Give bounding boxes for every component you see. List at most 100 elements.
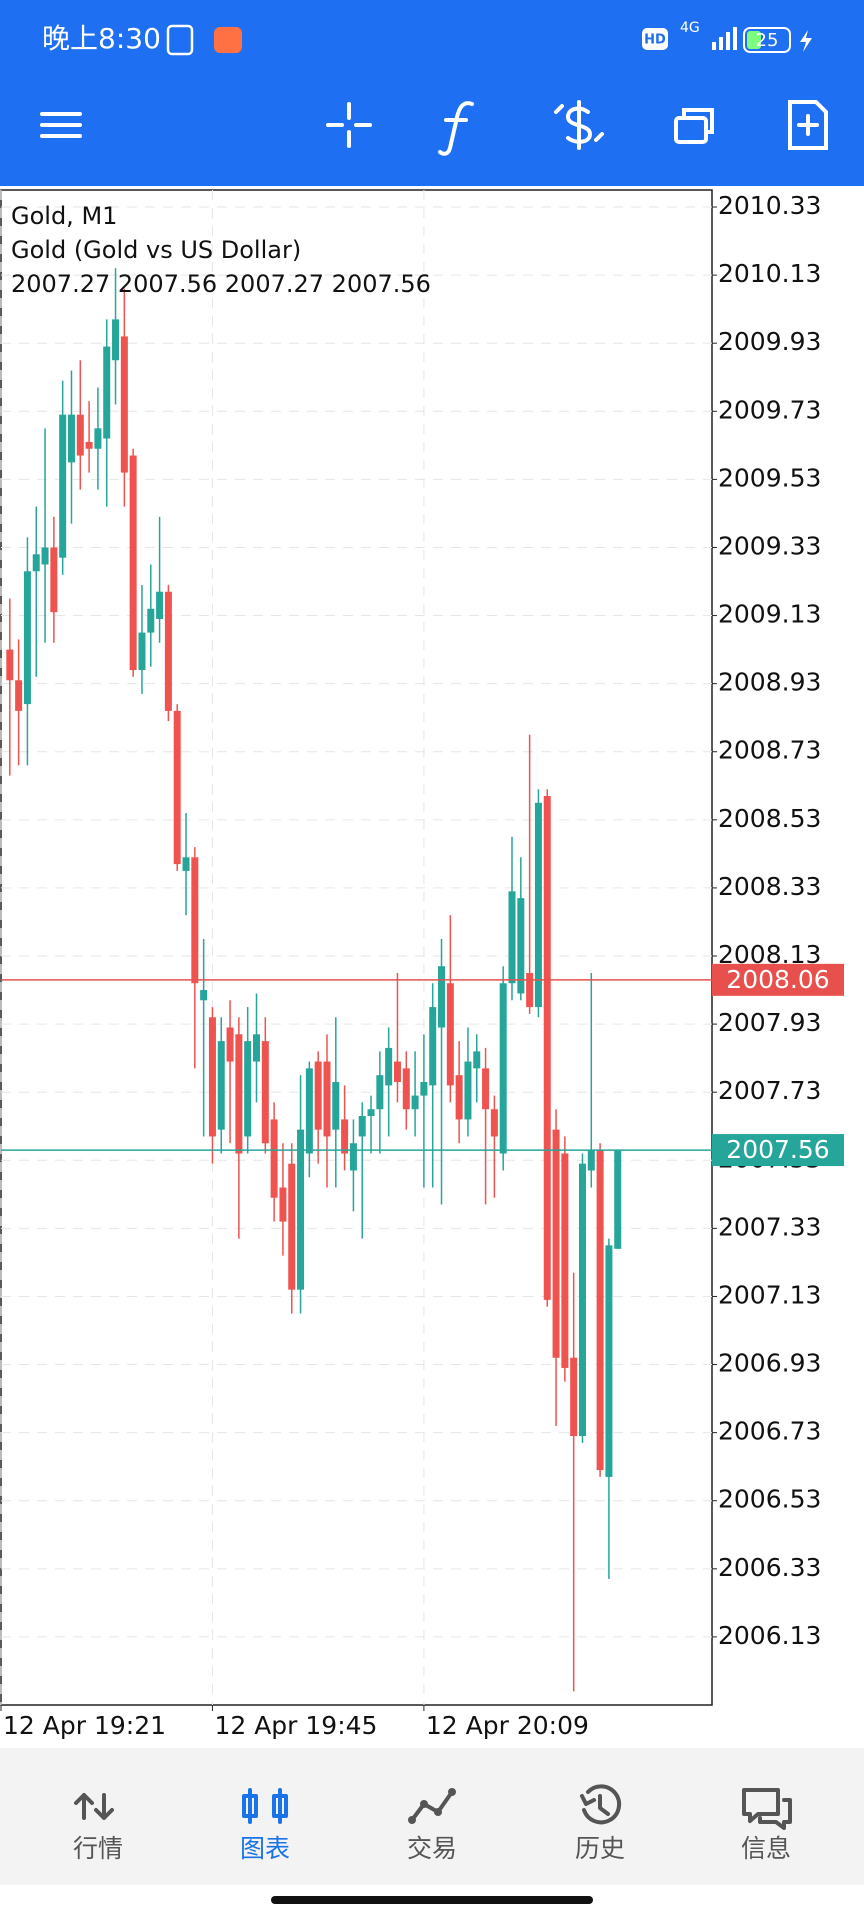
ohlc-close: 2007.56 xyxy=(332,270,431,298)
candle-body xyxy=(253,1034,261,1062)
grid xyxy=(0,190,712,1705)
nav-item[interactable]: 图表 xyxy=(240,1788,290,1863)
y-tick-label: 2006.53 xyxy=(718,1485,821,1514)
candle-body xyxy=(200,990,208,1001)
nav-icon xyxy=(742,1788,792,1830)
candle-body xyxy=(490,1109,498,1137)
candle-body xyxy=(112,319,120,361)
candle-body xyxy=(208,1017,216,1137)
candles xyxy=(6,268,622,1692)
x-tick-label: 12 Apr 19:45 xyxy=(214,1711,377,1740)
chart-subtitle: Gold (Gold vs US Dollar) xyxy=(11,236,301,264)
home-indicator xyxy=(271,1896,593,1904)
battery-level xyxy=(747,31,761,49)
candle-body xyxy=(244,1041,252,1137)
candle-body xyxy=(32,554,40,572)
ohlc-open: 2007.27 xyxy=(11,270,110,298)
nav-label: 信息 xyxy=(741,1834,791,1863)
candle-body xyxy=(164,591,172,711)
nav-item[interactable]: 交易 xyxy=(407,1788,457,1863)
nav-icon xyxy=(410,1790,454,1822)
candle-body xyxy=(605,1245,613,1477)
candle-body xyxy=(543,796,551,1300)
candle-body xyxy=(94,428,102,449)
candle-body xyxy=(482,1068,490,1110)
candle-body xyxy=(552,1129,560,1358)
nav-label: 图表 xyxy=(240,1834,290,1863)
y-tick-label: 2007.33 xyxy=(718,1212,821,1241)
candle-body xyxy=(455,1075,463,1120)
y-tick-label: 2009.53 xyxy=(718,463,821,492)
ohlc-readout: 2007.27 2007.56 2007.27 2007.56 xyxy=(11,270,431,298)
windows-button[interactable] xyxy=(674,108,714,144)
bid-label: 2007.56 xyxy=(726,1135,829,1164)
bid-tag xyxy=(712,1134,844,1167)
new-order-button[interactable] xyxy=(788,100,828,150)
battery-text: 25 xyxy=(756,30,779,51)
candle-body xyxy=(349,1143,357,1171)
candle-body xyxy=(279,1187,287,1222)
y-tick-label: 2010.33 xyxy=(718,191,821,220)
y-tick-label: 2006.33 xyxy=(718,1553,821,1582)
plot-frame xyxy=(0,189,713,1706)
candle-body xyxy=(173,710,181,865)
candle-body xyxy=(191,857,199,984)
nav-icon-dot xyxy=(420,1800,428,1808)
candle-body xyxy=(103,346,111,439)
trade-button[interactable] xyxy=(554,100,604,150)
nav-label: 行情 xyxy=(73,1834,123,1863)
y-tick-label: 2008.73 xyxy=(718,736,821,765)
candle-body xyxy=(182,857,190,871)
nav-icon-dot xyxy=(434,1808,442,1816)
nav-item[interactable]: 行情 xyxy=(73,1793,123,1863)
nav-icon xyxy=(580,1784,622,1825)
y-tick-label: 2008.93 xyxy=(718,668,821,697)
nfc-icon xyxy=(166,24,194,56)
nav-icon xyxy=(242,1788,288,1824)
candle-body xyxy=(76,414,84,456)
candle-body xyxy=(270,1119,278,1198)
candle-body xyxy=(526,973,534,1008)
charging-icon xyxy=(800,30,812,52)
candle-body xyxy=(367,1109,375,1117)
candle-body xyxy=(561,1153,569,1368)
candle-body xyxy=(596,1150,604,1471)
indicators-button[interactable] xyxy=(438,101,474,156)
y-tick-label: 2008.33 xyxy=(718,872,821,901)
candle-body xyxy=(6,649,14,681)
y-tick-label: 2006.93 xyxy=(718,1349,821,1378)
app-header xyxy=(0,0,864,186)
y-tick-label: 2007.13 xyxy=(718,1280,821,1309)
candle-body xyxy=(446,983,454,1086)
nav-icon-dot xyxy=(408,1816,416,1824)
nav-item[interactable]: 信息 xyxy=(741,1788,792,1863)
y-tick-label: 2006.73 xyxy=(718,1417,821,1446)
price-levels: 2008.06 2007.56 xyxy=(1,963,844,1167)
menu-button[interactable] xyxy=(40,112,82,138)
candle-body xyxy=(508,891,516,984)
candle-body xyxy=(385,1047,393,1086)
candle-body xyxy=(235,1034,243,1154)
candle-body xyxy=(15,680,23,711)
x-tick-label: 12 Apr 19:21 xyxy=(3,1711,166,1740)
candle-body xyxy=(129,455,137,671)
network-type: 4G xyxy=(680,20,700,36)
candle-body xyxy=(517,898,525,994)
y-tick-label: 2009.13 xyxy=(718,600,821,629)
candle-body xyxy=(570,1357,578,1437)
status-time: 晚上8:30 xyxy=(42,22,161,55)
candle-body xyxy=(85,441,93,449)
candle-body xyxy=(411,1095,419,1110)
crosshair-button[interactable] xyxy=(326,102,372,148)
hd-text: HD xyxy=(644,33,666,48)
y-tick-label: 2009.93 xyxy=(718,327,821,356)
candle-body xyxy=(402,1068,410,1110)
candle-body xyxy=(226,1027,234,1062)
candle-body xyxy=(578,1163,586,1437)
nav-item[interactable]: 历史 xyxy=(575,1784,625,1863)
nav-icon-dot xyxy=(448,1788,456,1796)
candle-body xyxy=(534,802,542,1008)
x-tick-label: 12 Apr 20:09 xyxy=(426,1711,589,1740)
candle-body xyxy=(67,414,75,463)
